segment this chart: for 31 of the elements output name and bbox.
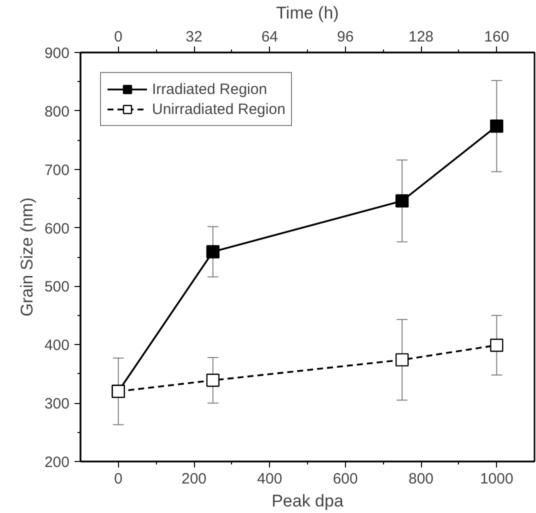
x-tick-label: 400 [257,470,282,488]
x2-tick-label: 0 [114,28,123,46]
x2-tick-label: 64 [261,28,278,46]
y-tick-label: 700 [44,162,70,179]
legend-label: Unirradiated Region [152,100,286,118]
y-tick-label: 800 [44,103,70,120]
y-tick-label: 900 [44,45,70,62]
x-tick-label: 600 [332,470,358,488]
x-tick-label: 200 [181,470,207,488]
y-axis-title: Grain Size (nm) [17,197,36,317]
x2-tick-label: 96 [336,28,354,46]
legend-label: Irradiated Region [152,80,268,98]
x2-tick-label: 160 [484,28,510,46]
x2-tick-label: 128 [408,28,434,46]
x2-axis-title: Time (h) [276,4,339,22]
x-tick-label: 1000 [480,470,514,488]
point [395,194,409,208]
x-tick-label: 0 [114,470,123,488]
y-tick-label: 300 [44,396,70,413]
point [395,353,409,366]
point [490,338,504,352]
x2-tick-label: 32 [186,28,202,46]
y-tick-label: 400 [44,337,70,354]
y-tick-label: 600 [44,220,70,238]
point [206,245,220,258]
x-tick-label: 800 [408,470,434,488]
point [490,120,504,133]
x-axis-title: Peak dpa [272,492,344,510]
y-tick-label: 500 [44,278,70,296]
point [206,374,220,387]
y-tick-label: 200 [44,454,70,471]
